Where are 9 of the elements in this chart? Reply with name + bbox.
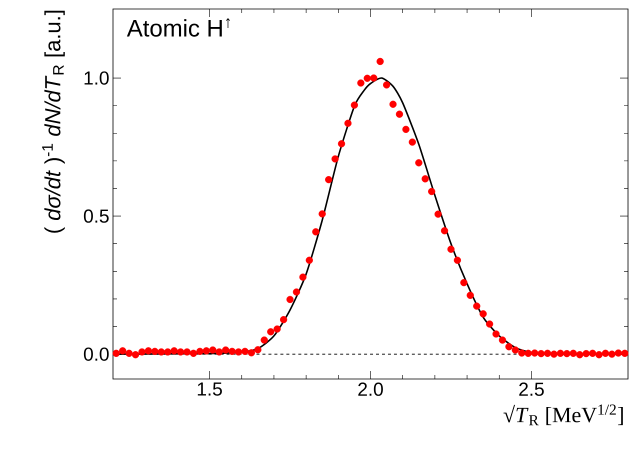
- annotation: Atomic H$^{↑}$: [126, 18, 230, 37]
- y-tick-label: 0.5: [84, 209, 109, 223]
- x-tick-label: 2.5: [519, 382, 544, 396]
- y-tick-label: 1.0: [84, 71, 109, 85]
- x-tick-label: 2.0: [358, 382, 383, 396]
- y-tick-label: 0.0: [84, 347, 109, 361]
- x-axis-title: √T$_{R}$ [MeV$^{1/2}$]: [504, 404, 623, 426]
- y-axis-title: ( dσ/dt )$^{-1}$ dN/dT$_{R}$ [a.u.]: [42, 10, 65, 233]
- x-tick-label: 1.5: [198, 382, 222, 396]
